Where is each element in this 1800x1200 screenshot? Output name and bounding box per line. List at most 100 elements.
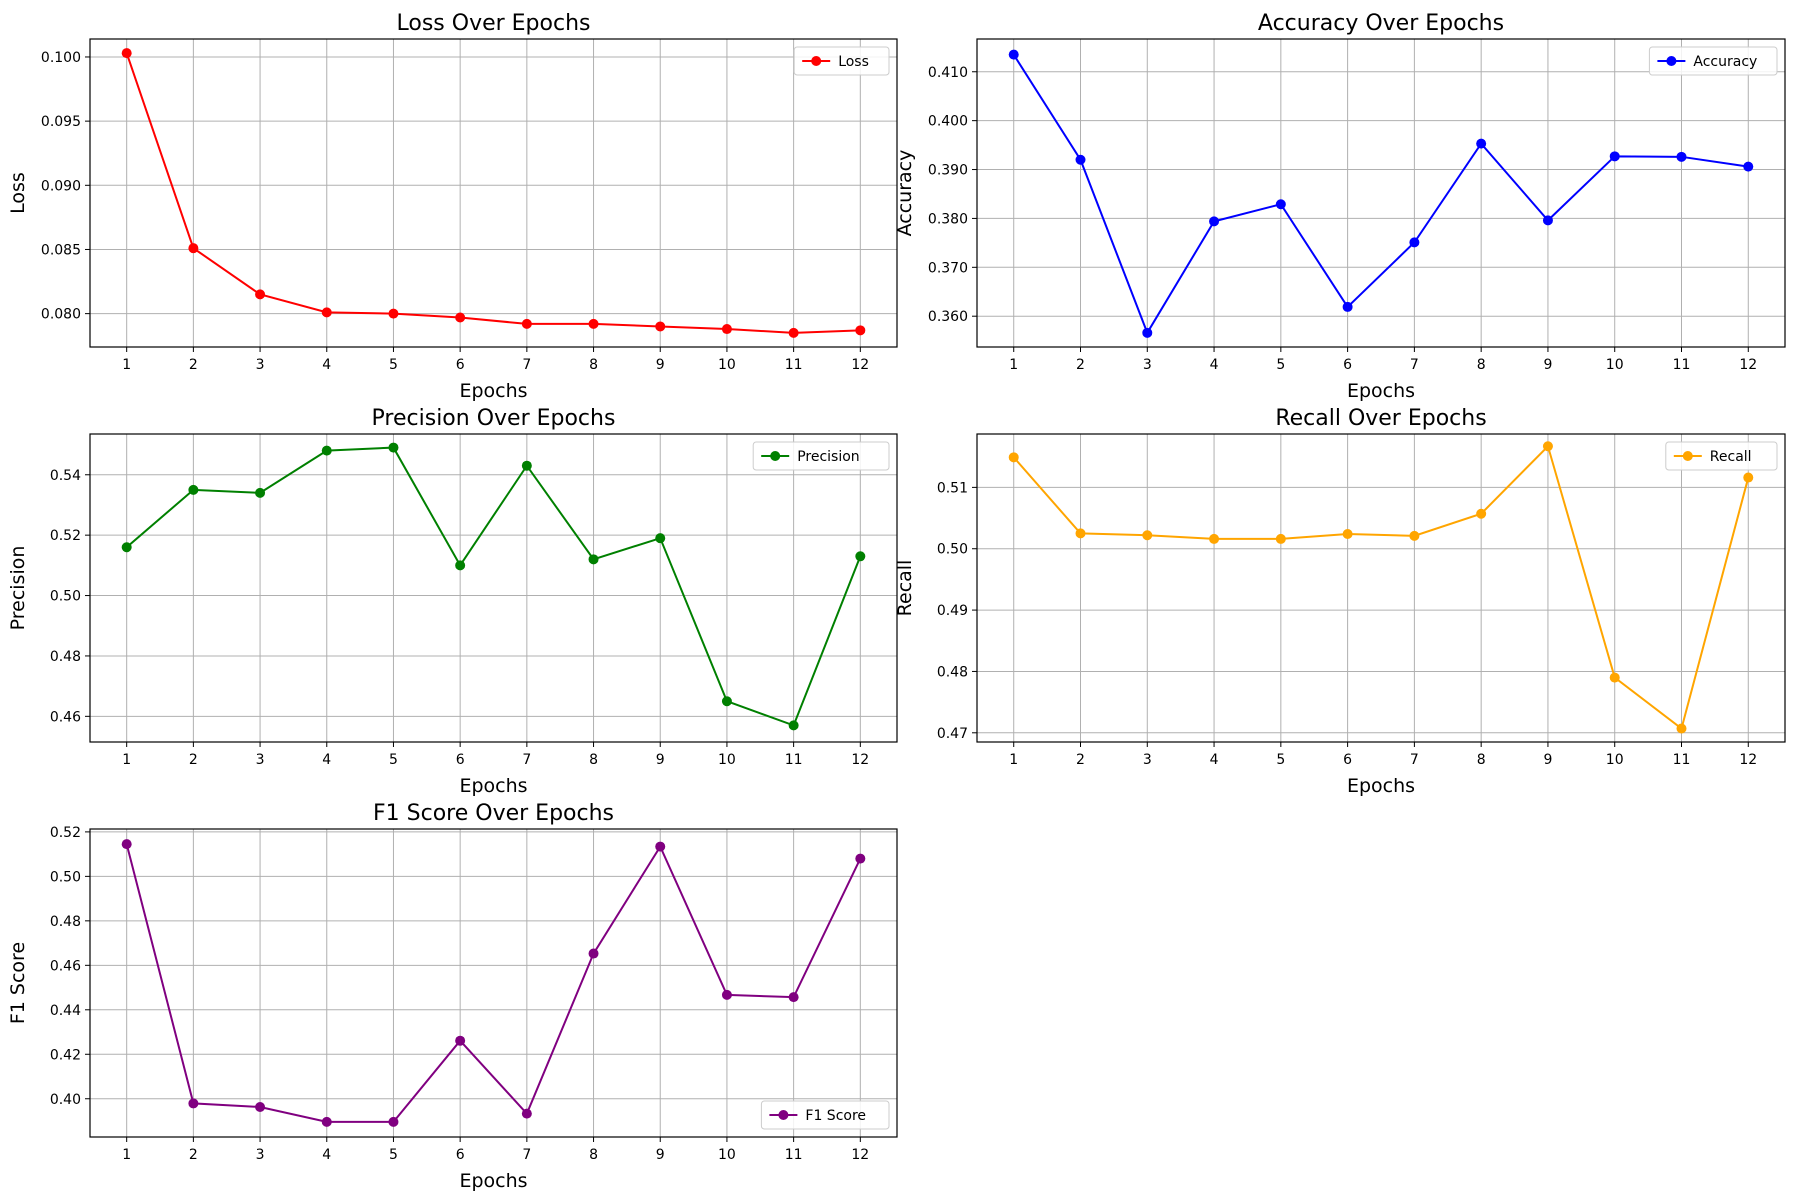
data-point — [655, 533, 666, 544]
y-tick-label: 0.48 — [937, 664, 968, 680]
x-tick-label: 4 — [322, 357, 331, 373]
x-tick-label: 6 — [456, 1147, 465, 1163]
grid — [977, 434, 1785, 742]
x-tick-label: 10 — [718, 1147, 736, 1163]
plot-frame — [89, 828, 898, 1138]
data-point — [1275, 533, 1286, 544]
x-tick-label: 5 — [1276, 752, 1285, 768]
data-point — [388, 308, 399, 319]
plot-frame — [89, 433, 898, 743]
chart-title: Loss Over Epochs — [397, 11, 591, 36]
legend-box — [1665, 441, 1778, 471]
x-tick-label: 1 — [122, 1147, 131, 1163]
data-point — [588, 318, 599, 329]
chart-panel-3: 1 2 3 4 5 6 7 8 9 10 11 120.470.480.490.500.51Recal… — [894, 406, 1786, 797]
y-tick-label: 0.54 — [50, 468, 81, 484]
y-tick-label: 0.51 — [937, 480, 968, 496]
data-point — [1209, 216, 1220, 227]
x-tick-label: 7 — [522, 1147, 531, 1163]
data-point — [655, 321, 666, 332]
y-tick-label: 0.400 — [928, 114, 968, 130]
y-tick-label: 0.095 — [41, 114, 81, 130]
x-axis-label: Epochs — [1347, 775, 1415, 797]
legend-marker — [770, 451, 781, 461]
data-point — [1275, 199, 1286, 210]
y-tick-label: 0.52 — [50, 528, 81, 544]
y-tick-label: 0.080 — [41, 307, 81, 323]
x-tick-label: 3 — [256, 357, 265, 373]
x-tick-label: 7 — [522, 357, 531, 373]
x-tick-label: 12 — [851, 752, 869, 768]
legend: Loss — [793, 46, 890, 76]
x-tick-label: 1 — [122, 357, 131, 373]
data-point — [121, 48, 132, 59]
y-axis-label: Accuracy — [894, 150, 916, 237]
plot-frame — [976, 433, 1786, 743]
data-point — [121, 839, 132, 850]
data-point — [855, 853, 866, 864]
chart-title: Precision Over Epochs — [372, 406, 616, 431]
y-tick-label: 0.50 — [937, 542, 968, 558]
x-tick-label: 11 — [1673, 752, 1691, 768]
x-tick-label: 6 — [1343, 752, 1352, 768]
x-tick-label: 5 — [389, 1147, 398, 1163]
data-point — [121, 542, 132, 553]
data-point — [188, 484, 199, 495]
data-point — [1342, 301, 1353, 312]
x-tick-label: 10 — [718, 752, 736, 768]
plot-frame — [89, 38, 898, 348]
data-point — [1209, 533, 1220, 544]
x-tick-label: 3 — [1143, 752, 1152, 768]
x-tick-label: 2 — [1076, 357, 1085, 373]
data-point — [1075, 528, 1086, 539]
legend-marker — [1666, 56, 1677, 66]
y-tick-label: 0.085 — [41, 242, 81, 258]
data-point — [1676, 723, 1687, 734]
x-tick-label: 3 — [256, 752, 265, 768]
legend-label: Precision — [797, 449, 859, 465]
x-tick-label: 7 — [1410, 752, 1419, 768]
data-point — [788, 327, 799, 338]
data-point — [321, 1116, 332, 1127]
chart-title: Recall Over Epochs — [1275, 406, 1486, 431]
x-tick-label: 8 — [589, 357, 598, 373]
y-tick-label: 0.370 — [928, 260, 968, 276]
grid — [90, 39, 897, 347]
x-axis-label: Epochs — [1347, 380, 1415, 402]
data-point — [521, 460, 532, 471]
data-point — [855, 325, 866, 336]
data-point — [1075, 154, 1086, 165]
data-point — [521, 1108, 532, 1119]
data-point — [455, 560, 466, 571]
legend-label: Recall — [1710, 449, 1752, 465]
data-point — [721, 324, 732, 335]
y-tick-label: 0.40 — [50, 1092, 81, 1108]
legend-box — [760, 1100, 890, 1130]
legend: Accuracy — [1648, 46, 1778, 76]
y-axis-label: F1 Score — [7, 942, 29, 1024]
x-tick-label: 8 — [589, 752, 598, 768]
x-tick-label: 6 — [456, 752, 465, 768]
y-tick-label: 0.46 — [50, 709, 81, 725]
data-point — [721, 989, 732, 1000]
legend-box — [793, 46, 890, 76]
data-point — [1743, 161, 1754, 172]
data-point — [1542, 441, 1553, 452]
x-tick-label: 3 — [256, 1147, 265, 1163]
chart-title: Accuracy Over Epochs — [1258, 11, 1504, 36]
x-tick-label: 10 — [1606, 752, 1624, 768]
x-tick-label: 5 — [1276, 357, 1285, 373]
data-point — [455, 312, 466, 323]
x-tick-label: 9 — [656, 752, 665, 768]
x-tick-label: 12 — [1739, 357, 1757, 373]
x-tick-label: 2 — [1076, 752, 1085, 768]
x-tick-label: 3 — [1143, 357, 1152, 373]
data-point — [255, 1101, 266, 1112]
data-point — [255, 487, 266, 498]
data-point — [321, 445, 332, 456]
data-point — [1542, 215, 1553, 226]
x-tick-label: 11 — [785, 357, 803, 373]
y-tick-label: 0.50 — [50, 589, 81, 605]
data-point — [255, 289, 266, 300]
